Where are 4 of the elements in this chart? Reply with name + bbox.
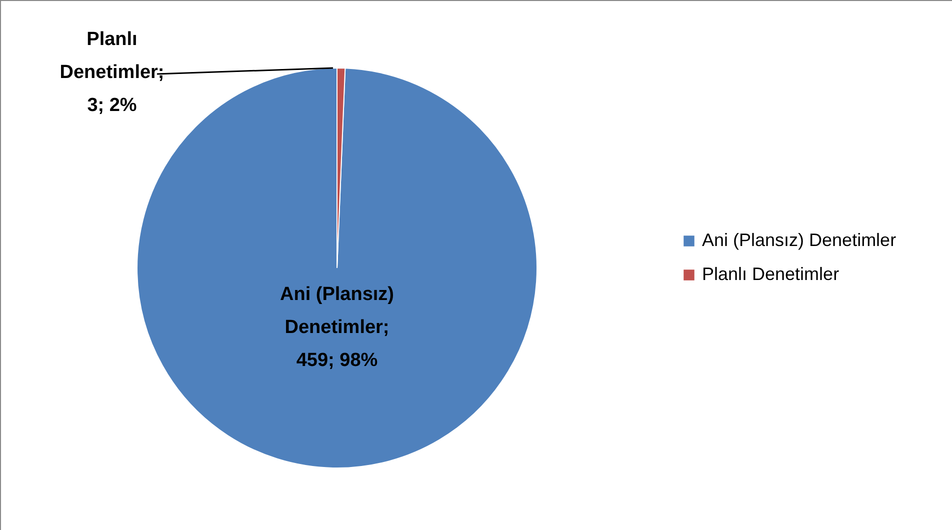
data-label: Ani (Plansız) Denetimler; 459; 98% <box>280 284 394 371</box>
legend-label: Ani (Plansız) Denetimler <box>702 230 896 250</box>
legend-label: Planlı Denetimler <box>702 264 840 284</box>
data-label: Planlı Denetimler; 3; 2% <box>60 29 164 116</box>
